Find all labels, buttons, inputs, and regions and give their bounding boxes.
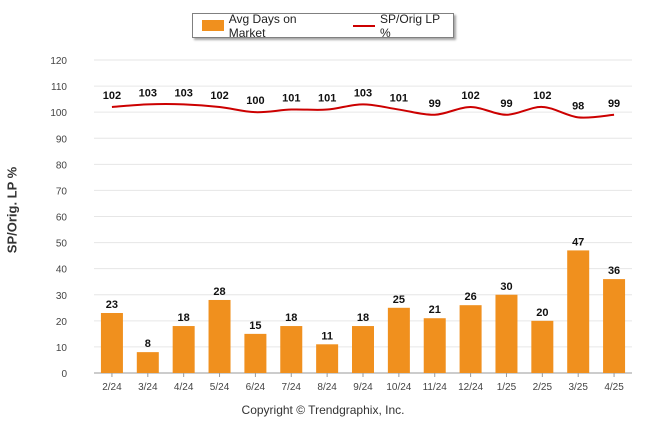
- bar-value-label: 11: [321, 330, 333, 342]
- bar: [280, 326, 303, 373]
- bar-value-label: 20: [536, 307, 548, 319]
- bar-value-label: 26: [464, 291, 476, 303]
- bar: [172, 326, 195, 373]
- bar-value-label: 18: [357, 312, 369, 324]
- bar-value-label: 36: [608, 265, 620, 277]
- legend-item-bar: Avg Days on Market: [202, 12, 335, 40]
- bar: [387, 307, 410, 373]
- x-tick-label: 5/24: [210, 382, 230, 393]
- x-tick-label: 11/24: [423, 382, 448, 393]
- bar-value-label: 28: [213, 286, 225, 298]
- x-tick-label: 3/25: [568, 382, 588, 393]
- x-tick-label: 6/24: [246, 382, 266, 393]
- series-line: [111, 103, 615, 119]
- x-tick-label: 2/24: [102, 382, 122, 393]
- bar: [531, 320, 554, 373]
- bar-value-label: 18: [285, 312, 297, 324]
- x-tick-label: 2/25: [533, 382, 553, 393]
- y-tick-label: 120: [50, 56, 67, 67]
- line-value-label: 99: [500, 98, 512, 110]
- y-tick-label: 90: [56, 134, 68, 145]
- bar-value-label: 25: [393, 294, 405, 306]
- y-tick-label: 20: [56, 317, 68, 328]
- bar-value-label: 47: [572, 236, 584, 248]
- y-tick-label: 30: [56, 291, 68, 302]
- line-value-label: 98: [572, 100, 584, 112]
- x-tick-label: 7/24: [282, 382, 302, 393]
- x-tick-label: 10/24: [386, 382, 411, 393]
- y-tick-label: 110: [51, 82, 67, 93]
- x-tick-label: 9/24: [353, 382, 373, 393]
- line-value-label: 102: [461, 90, 479, 102]
- bar-value-label: 15: [249, 320, 261, 332]
- bar: [603, 279, 626, 373]
- x-tick-label: 3/24: [138, 382, 158, 393]
- x-tick-label: 8/24: [317, 382, 337, 393]
- line-value-label: 101: [282, 93, 300, 105]
- line-value-label: 99: [608, 98, 620, 110]
- y-tick-label: 40: [56, 265, 68, 276]
- line-value-label: 102: [103, 90, 121, 102]
- y-tick-label: 0: [61, 369, 67, 380]
- bar: [100, 313, 123, 373]
- copyright: Copyright © Trendgraphix, Inc.: [241, 403, 405, 417]
- line-value-label: 103: [139, 87, 157, 99]
- line-value-label: 102: [210, 90, 228, 102]
- bar-value-label: 18: [178, 312, 190, 324]
- x-tick-label: 4/24: [174, 382, 194, 393]
- bar: [316, 344, 339, 373]
- legend: Avg Days on Market SP/Orig LP %: [192, 12, 454, 40]
- legend-item-line: SP/Orig LP %: [353, 12, 453, 40]
- bar: [495, 294, 518, 373]
- x-tick-label: 12/24: [458, 382, 483, 393]
- bar-value-label: 21: [429, 304, 441, 316]
- bar: [208, 299, 231, 373]
- line-value-label: 101: [390, 93, 408, 105]
- line-value-label: 99: [429, 98, 441, 110]
- bar-value-label: 23: [106, 299, 118, 311]
- y-tick-label: 10: [56, 343, 68, 354]
- line-value-label: 100: [246, 95, 264, 107]
- line-value-label: 103: [354, 87, 372, 99]
- legend-label-bar: Avg Days on Market: [228, 11, 297, 40]
- line-value-label: 101: [318, 93, 336, 105]
- y-tick-label: 80: [56, 160, 68, 171]
- bar: [423, 318, 446, 373]
- bar: [567, 250, 590, 373]
- bar: [244, 333, 267, 373]
- bar-value-label: 8: [145, 338, 151, 350]
- bar-value-label: 30: [500, 281, 512, 293]
- legend-swatch-line: [353, 24, 376, 27]
- bar: [459, 305, 482, 373]
- bar: [136, 352, 159, 373]
- x-tick-label: 1/25: [497, 382, 517, 393]
- bar: [352, 326, 374, 373]
- y-tick-label: 50: [56, 239, 68, 250]
- legend-swatch-bar: [202, 20, 224, 31]
- x-tick-label: 4/25: [604, 382, 624, 393]
- line-value-label: 102: [533, 90, 551, 102]
- line-value-label: 103: [174, 87, 192, 99]
- y-tick-label: 60: [56, 213, 68, 224]
- y-axis-label: SP/Orig. LP %: [4, 166, 20, 254]
- legend-label-line: SP/Orig LP %: [380, 11, 440, 40]
- y-tick-label: 70: [56, 186, 68, 197]
- y-tick-label: 100: [50, 108, 67, 119]
